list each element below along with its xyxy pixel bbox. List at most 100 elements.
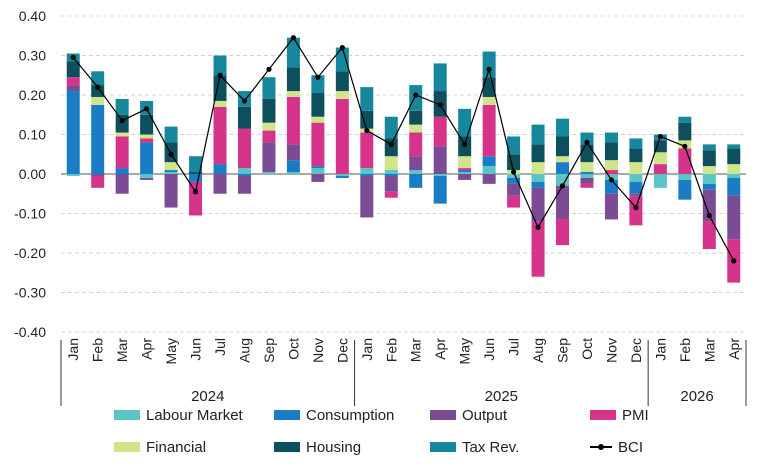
bar-segment: [556, 118, 570, 137]
bar-segment: [556, 174, 570, 186]
bar-segment: [115, 168, 129, 174]
bar-segment: [727, 177, 741, 196]
bar-segment: [115, 132, 129, 137]
bar-segment: [653, 174, 667, 188]
x-tick-label: May: [457, 338, 473, 364]
bar-segment: [384, 156, 398, 171]
bar-segment: [482, 96, 496, 105]
bar-segment: [727, 144, 741, 149]
x-tick-label: Apr: [726, 338, 742, 360]
bar-segment: [604, 193, 618, 220]
bci-point: [388, 141, 394, 147]
bci-point: [192, 189, 199, 195]
x-tick-label: Sep: [261, 338, 277, 363]
bar-segment: [433, 146, 447, 174]
bar-segment: [262, 77, 276, 99]
bci-point: [731, 258, 737, 264]
bar-segment: [678, 179, 692, 200]
x-tick-label: Nov: [310, 338, 326, 363]
bar-segment: [262, 130, 276, 143]
bar-segment: [678, 122, 692, 141]
x-tick-label: Jan: [359, 338, 375, 361]
x-tick-label: Nov: [603, 338, 619, 363]
bar-segment: [262, 98, 276, 123]
bar-segment: [213, 100, 227, 107]
bci-point: [95, 84, 101, 90]
bar-segment: [604, 174, 618, 180]
legend-swatch-housing: [274, 442, 300, 452]
bar-segment: [629, 138, 643, 149]
bar-segment: [458, 172, 472, 174]
bar-segment: [507, 177, 521, 184]
bar-segment: [262, 142, 276, 173]
bar-segment: [311, 122, 325, 167]
bar-segment: [286, 160, 300, 173]
x-tick-label: Jun: [481, 338, 497, 361]
bar-segment: [482, 51, 496, 78]
bci-chart: 0.40 0.30 0.20 0.10 0.00 -0.10 -0.20 -0.30 -0.40…: [14, 8, 747, 406]
bar-segment: [91, 104, 105, 174]
x-tick-label: Sep: [555, 338, 571, 363]
bar-segment: [237, 106, 251, 129]
bar-segment: [115, 136, 129, 169]
bar-segment: [360, 175, 374, 218]
bar-segment: [213, 174, 227, 194]
bar-segment: [213, 106, 227, 165]
bci-point: [290, 35, 297, 41]
bar-segment: [91, 85, 105, 97]
legend-label-bci: BCI: [618, 438, 644, 456]
bar-segment: [433, 63, 447, 92]
x-tick-label: Jan: [652, 338, 668, 361]
bar-segment: [360, 132, 374, 169]
bar-segment: [237, 128, 251, 169]
bar-segment: [140, 174, 154, 178]
bar-segment: [531, 174, 545, 182]
bar-segment: [164, 170, 178, 173]
x-axis-month-labels: Jan Feb Mar Apr May Jun Jul Aug Sep Oct Nov Dec Jan F…: [65, 338, 742, 365]
x-tick-label: Oct: [285, 338, 301, 360]
bar-segment: [458, 108, 472, 137]
x-tick-label: Mar: [114, 338, 130, 362]
bci-point: [364, 127, 370, 134]
bar-segment: [604, 132, 618, 143]
bci-point: [535, 224, 541, 230]
bar-segment: [604, 142, 618, 161]
legend-item-housing: Housing: [274, 435, 361, 459]
bar-segment: [507, 183, 521, 196]
bci-point: [559, 183, 566, 189]
bar-segment: [286, 91, 300, 97]
bar-segment: [702, 166, 716, 174]
bar-segment: [384, 174, 398, 176]
bar-segment: [409, 85, 423, 111]
bar-segment: [727, 148, 741, 165]
bar-segment: [458, 168, 472, 171]
bar-segment: [531, 162, 545, 174]
bar-segment: [556, 162, 570, 174]
x-tick-label: Jun: [188, 338, 204, 361]
bar-segment: [507, 174, 521, 178]
legend-item-labour-market: Labour Market: [114, 403, 243, 427]
bar-segment: [580, 144, 594, 163]
x-tick-label: Mar: [701, 338, 717, 362]
year-group-label: 2024: [191, 388, 224, 405]
bar-segment: [286, 144, 300, 161]
bar-segment: [556, 136, 570, 157]
bar-segment: [66, 91, 80, 174]
bar-segment: [237, 168, 251, 174]
bar-segment: [458, 174, 472, 180]
x-tick-label: Aug: [530, 338, 546, 363]
y-tick-label: 0.00: [19, 166, 46, 182]
bar-segment: [189, 181, 203, 216]
bar-segment: [360, 87, 374, 111]
bar-segment: [164, 126, 178, 143]
bar-segment: [531, 181, 545, 188]
bar-segment: [409, 170, 423, 174]
bar-segment: [507, 154, 521, 171]
x-tick-label: Apr: [432, 338, 448, 360]
bar-segment: [629, 162, 643, 174]
bar-segment: [311, 166, 325, 169]
bar-segment: [531, 124, 545, 145]
bar-segment: [604, 160, 618, 171]
bar-segment: [237, 174, 251, 176]
bar-segment: [189, 172, 203, 174]
